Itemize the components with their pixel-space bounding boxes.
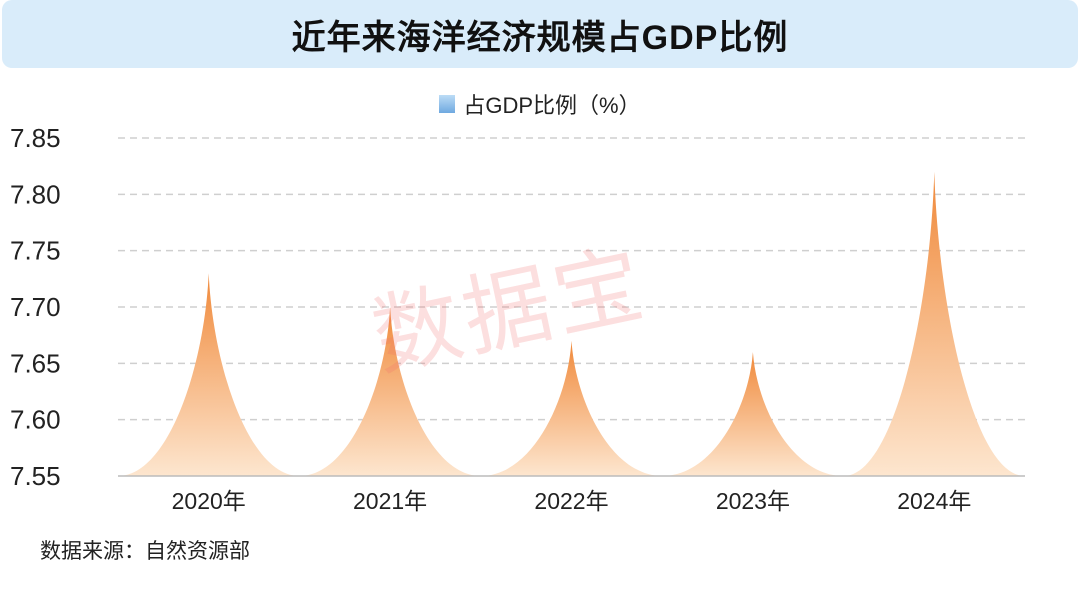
x-tick-label: 2022年 <box>534 488 608 514</box>
x-tick-label: 2021年 <box>353 488 427 514</box>
y-tick-label: 7.75 <box>10 236 61 266</box>
x-tick-label: 2024年 <box>897 488 971 514</box>
bar-2023年 <box>662 352 844 476</box>
legend: 占GDP比例（%） <box>0 88 1080 120</box>
y-tick-label: 7.85 <box>10 123 61 153</box>
bar-2024年 <box>843 171 1025 477</box>
legend-label: 占GDP比例（%） <box>463 93 641 118</box>
chart-title-banner: 近年来海洋经济规模占GDP比例 <box>2 0 1078 68</box>
data-source: 数据来源：自然资源部 <box>40 540 250 563</box>
y-tick-label: 7.65 <box>10 348 61 378</box>
legend-swatch <box>439 95 456 113</box>
y-tick-label: 7.70 <box>10 292 61 322</box>
bar-2022年 <box>480 340 663 476</box>
chart-title: 近年来海洋经济规模占GDP比例 <box>291 18 789 57</box>
y-tick-label: 7.80 <box>10 179 61 209</box>
y-tick-label: 7.60 <box>10 405 61 435</box>
y-tick-label: 7.55 <box>10 461 61 491</box>
bar-2021年 <box>299 307 481 476</box>
x-tick-label: 2020年 <box>172 488 246 514</box>
bar-2020年 <box>118 273 300 476</box>
x-tick-label: 2023年 <box>716 488 790 514</box>
